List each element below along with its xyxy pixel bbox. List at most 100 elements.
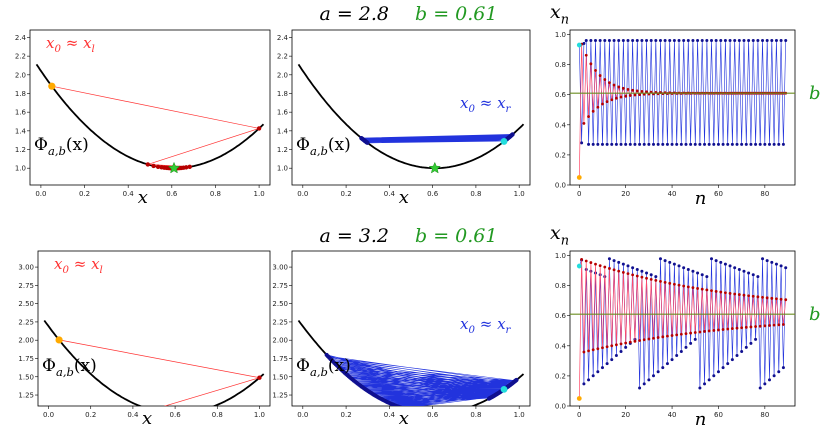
red-series-point [584, 53, 588, 57]
start-point-right [576, 42, 582, 48]
y-tick-label: 0.8 [555, 282, 566, 290]
x-tick-label: 0.6 [427, 190, 439, 198]
blue-series-point [774, 39, 778, 43]
y-tick-label: 0.6 [555, 312, 567, 320]
orbit-point [489, 395, 494, 400]
red-series-point [703, 330, 706, 333]
orbit-point [393, 403, 398, 406]
blue-series-point [744, 142, 748, 146]
red-series-point [730, 327, 734, 330]
blue-series-point [652, 374, 656, 378]
red-series-point [635, 274, 639, 278]
parabola-curve [297, 63, 525, 170]
red-series-point [779, 297, 783, 301]
n-axis-label: n [695, 188, 707, 209]
red-series-point [689, 331, 693, 335]
blue-series-point [635, 267, 639, 271]
x-axis-label: x [142, 408, 152, 427]
y-tick-label: 1.0 [555, 31, 566, 39]
red-series-point [772, 323, 776, 327]
x-tick-label: 0.0 [43, 411, 54, 419]
blue-series-point [647, 378, 651, 382]
red-series-point [638, 339, 641, 342]
blue-series-point [716, 370, 720, 374]
y-tick-label: 0.2 [555, 151, 566, 159]
blue-series-point [749, 341, 753, 345]
x-tick-label: 0.0 [35, 190, 46, 198]
phi-label: Φa,b(x) [34, 135, 89, 158]
panel-row2-right: 0 20 40 60 80 0.0 0.2 0.4 0.6 0.8 1.0 b n xn [550, 222, 821, 427]
red-series-point [594, 262, 597, 266]
y-tick-label: 1.6 [277, 109, 289, 117]
red-series-point [624, 341, 628, 345]
orbit-point [155, 409, 159, 413]
parabola-curve [43, 319, 265, 406]
orbit-point [371, 392, 376, 397]
blue-series-point [605, 142, 609, 146]
blue-series-point [684, 142, 688, 146]
red-series-point [733, 292, 737, 296]
blue-series-point [670, 358, 674, 362]
red-series-point [605, 100, 609, 104]
y-tick-label: 3.00 [272, 264, 288, 272]
blue-series-point [703, 142, 707, 146]
red-series-point [589, 62, 593, 66]
xn-axis-label: xn [550, 1, 569, 27]
x-tick-label: 1.0 [254, 190, 265, 198]
orbit-point [335, 363, 340, 368]
y-tick-label: 2.00 [18, 337, 34, 345]
blue-series-point [742, 39, 746, 43]
blue-series-point [668, 260, 672, 264]
y-tick-label: 0.4 [555, 342, 567, 350]
y-tick-label: 0.6 [555, 91, 567, 99]
orbit-point [151, 163, 156, 169]
blue-series-point [772, 374, 776, 378]
blue-series-point [723, 262, 727, 266]
plot-area [43, 319, 265, 413]
plot-area [297, 63, 525, 174]
blue-series-point [737, 267, 741, 271]
red-series-point [582, 121, 586, 125]
blue-series-point [665, 362, 669, 366]
blue-series-point [658, 257, 662, 261]
blue-series-point [761, 39, 765, 43]
blue-series-point [693, 337, 697, 341]
y-tick-label: 2.0 [15, 71, 26, 79]
blue-series-point [619, 142, 623, 146]
blue-series-point [703, 382, 707, 386]
blue-series-point [686, 267, 690, 271]
blue-series-point [652, 142, 656, 146]
red-series-point [710, 289, 713, 293]
y-tick-label: 1.8 [15, 90, 26, 98]
blue-series-point [610, 358, 614, 362]
axes-frame [37, 250, 271, 407]
orbit-point [329, 358, 334, 363]
blue-series-point [614, 354, 618, 358]
orbit-point [365, 140, 370, 145]
y-tick-label: 2.2 [15, 53, 26, 61]
blue-series-point [781, 366, 785, 370]
red-series-point [645, 90, 648, 94]
blue-series-point [635, 39, 639, 43]
blue-series-point [700, 273, 704, 277]
red-series-point [677, 283, 681, 287]
y-tick-label: 2.00 [272, 337, 288, 345]
red-series-point [763, 324, 767, 328]
blue-series-point [777, 142, 781, 146]
x-tick-label: 0.8 [470, 411, 481, 419]
blue-series-point [770, 39, 774, 43]
red-series-point [633, 93, 637, 97]
blue-series-point [763, 382, 767, 386]
red-series-point [631, 273, 635, 277]
blue-series-point [638, 142, 642, 146]
plot-area [297, 319, 525, 406]
x-tick-label: 0.0 [297, 190, 308, 198]
red-series-point [608, 81, 611, 85]
red-series-point [770, 296, 774, 300]
red-series-point [645, 276, 648, 280]
blue-series-point [677, 264, 681, 268]
blue-series-point [621, 262, 625, 266]
red-series-point [601, 346, 604, 350]
phi-label: Φa,b(x) [42, 356, 97, 379]
blue-series-point [591, 142, 595, 146]
